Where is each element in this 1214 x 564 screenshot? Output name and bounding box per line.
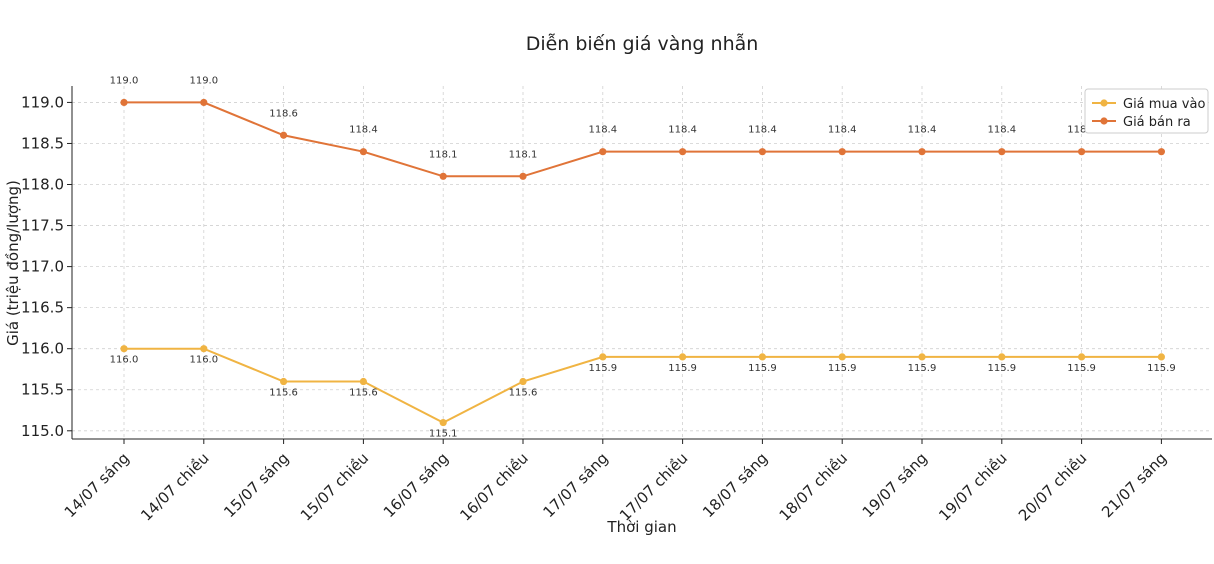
y-tick-label: 115.0 <box>21 422 64 440</box>
x-tick-label: 20/07 chiều <box>1015 449 1090 524</box>
x-tick-label: 16/07 sáng <box>380 449 452 521</box>
legend-label: Giá mua vào <box>1123 97 1205 112</box>
data-point <box>1078 148 1086 156</box>
data-label: 118.4 <box>908 125 937 136</box>
y-ticks: 115.0 115.5 116.0 116.5 117.0 117.5 118.0 118.5… <box>21 93 72 440</box>
data-point <box>439 418 447 427</box>
data-label: 115.9 <box>828 363 857 374</box>
y-axis-label: Giá (triệu đồng/lượng) <box>4 180 22 346</box>
data-label: 115.6 <box>269 388 298 399</box>
data-point <box>359 377 367 386</box>
data-label: 118.4 <box>748 125 777 136</box>
data-label: 118.6 <box>269 108 298 119</box>
data-label: 118.1 <box>509 149 538 160</box>
y-tick-label: 115.5 <box>21 381 64 399</box>
data-label: 115.6 <box>349 388 378 399</box>
data-point <box>120 345 128 353</box>
data-label: 115.9 <box>1147 363 1176 374</box>
data-label: 118.4 <box>1067 125 1096 136</box>
x-tick-label: 16/07 chiều <box>456 449 531 524</box>
x-tick-label: 18/07 chiều <box>776 449 851 524</box>
x-tick-label: 21/07 sáng <box>1098 449 1170 521</box>
x-tick-label: 14/07 chiều <box>137 449 212 524</box>
data-label: 115.9 <box>1067 363 1096 374</box>
y-tick-label: 116.5 <box>21 299 64 317</box>
data-point <box>519 172 527 180</box>
data-label: 115.9 <box>748 363 777 374</box>
data-point <box>599 353 607 361</box>
data-point <box>1157 353 1165 361</box>
data-point <box>838 353 846 361</box>
data-point <box>1157 148 1165 156</box>
data-point <box>918 353 926 361</box>
data-point <box>918 148 926 156</box>
data-point <box>439 172 447 180</box>
data-point <box>280 131 288 139</box>
data-label: 118.4 <box>668 125 697 136</box>
data-label: 115.1 <box>429 429 458 440</box>
legend-label: Giá bán ra <box>1123 115 1191 130</box>
x-axis-label: Thời gian <box>606 518 676 536</box>
data-point <box>120 98 128 107</box>
data-label: 119.0 <box>110 75 139 86</box>
x-tick-label: 15/07 sáng <box>220 449 292 521</box>
x-tick-label: 19/07 chiều <box>935 449 1010 524</box>
y-tick-label: 119.0 <box>21 93 64 111</box>
data-point <box>758 353 767 361</box>
data-label: 115.9 <box>588 363 617 374</box>
data-label: 115.6 <box>509 388 538 399</box>
data-point <box>280 377 288 386</box>
series-line <box>124 347 1162 424</box>
x-tick-label: 14/07 sáng <box>61 449 133 521</box>
data-label: 118.4 <box>588 125 617 136</box>
x-tick-label: 19/07 sáng <box>859 449 931 521</box>
data-point <box>200 98 208 107</box>
y-tick-label: 116.0 <box>21 340 64 358</box>
legend-marker <box>1100 117 1108 125</box>
data-label: 118.4 <box>987 125 1016 136</box>
x-ticks: 14/07 sáng 14/07 chiều 15/07 sáng 15/07 chi… <box>61 439 1170 525</box>
data-label: 115.9 <box>987 363 1016 374</box>
y-tick-label: 117.5 <box>21 217 64 235</box>
data-label: 115.9 <box>908 363 937 374</box>
axes <box>71 86 1212 440</box>
data-point <box>1078 353 1086 361</box>
x-tick-label: 17/07 sáng <box>539 449 611 521</box>
data-point <box>200 345 208 353</box>
data-point <box>519 377 527 386</box>
data-label: 116.0 <box>110 355 139 366</box>
data-label: 115.9 <box>668 363 697 374</box>
data-point <box>359 148 367 156</box>
data-label: 119.0 <box>189 75 218 86</box>
y-tick-label: 118.0 <box>21 176 64 194</box>
x-tick-label: 18/07 sáng <box>699 449 771 521</box>
data-point <box>599 148 607 156</box>
data-point <box>998 353 1006 361</box>
data-label: 118.4 <box>349 125 378 136</box>
grid <box>72 86 1212 439</box>
legend: Giá mua vào Giá bán ra <box>1084 88 1209 134</box>
chart-title: Diễn biến giá vàng nhẫn <box>526 32 759 55</box>
data-point <box>998 148 1006 156</box>
data-point <box>679 353 687 361</box>
data-label: 116.0 <box>189 355 218 366</box>
data-point <box>838 148 846 156</box>
series-layer <box>120 98 1165 427</box>
data-point <box>679 148 687 156</box>
x-tick-label: 15/07 chiều <box>297 449 372 524</box>
y-tick-label: 117.0 <box>21 258 64 276</box>
data-label: 118.4 <box>828 125 857 136</box>
legend-marker <box>1100 99 1108 107</box>
series-line <box>124 101 1162 178</box>
data-label: 118.1 <box>429 149 458 160</box>
data-point <box>758 148 767 156</box>
y-tick-label: 118.5 <box>21 134 64 152</box>
x-tick-label: 17/07 chiều <box>616 449 691 524</box>
